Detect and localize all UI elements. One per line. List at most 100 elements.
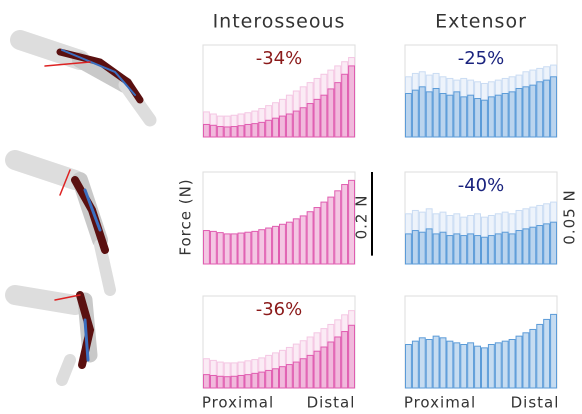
bar <box>285 221 293 265</box>
bar <box>285 113 293 138</box>
bar <box>501 93 509 138</box>
bar <box>265 369 273 389</box>
bar <box>244 231 252 265</box>
bar <box>348 65 356 138</box>
bar <box>272 368 280 389</box>
bar <box>418 86 426 138</box>
bar <box>216 375 224 389</box>
bar <box>299 107 307 138</box>
scale-bar-label: 0.2 N <box>353 195 371 240</box>
bar <box>203 374 210 389</box>
bar <box>418 231 426 265</box>
bar <box>223 233 231 265</box>
x-label: Proximal <box>404 394 476 412</box>
bar <box>341 73 349 138</box>
bar <box>418 337 426 389</box>
bar <box>508 91 516 138</box>
column-title: Interosseous <box>213 11 346 33</box>
bar <box>237 232 245 265</box>
bar <box>446 235 454 265</box>
bar <box>487 344 495 389</box>
bar <box>501 231 509 265</box>
column-title: Extensor <box>435 11 527 33</box>
bar <box>536 323 544 389</box>
bar <box>467 342 475 389</box>
bar <box>223 376 231 389</box>
bar <box>411 89 419 138</box>
bar <box>460 96 468 138</box>
bar <box>251 123 259 138</box>
bar <box>425 228 433 265</box>
bar <box>522 332 530 389</box>
bar <box>425 91 433 138</box>
bar <box>474 235 482 265</box>
bar <box>411 230 419 265</box>
x-label: Distal <box>307 394 356 412</box>
bar <box>209 124 217 138</box>
bar <box>474 98 482 138</box>
bar <box>432 233 440 265</box>
bar <box>216 232 224 265</box>
bar <box>543 223 551 265</box>
bar <box>550 313 557 389</box>
bar <box>536 81 544 138</box>
bar <box>460 235 468 265</box>
bar <box>341 184 349 265</box>
annotation: -40% <box>458 175 505 196</box>
bar <box>411 340 419 389</box>
bar <box>529 84 537 138</box>
bar <box>543 318 551 389</box>
finger-illustrations <box>5 30 157 386</box>
bar <box>425 338 433 389</box>
annotation: -34% <box>256 48 303 69</box>
bar <box>209 230 217 265</box>
bar <box>439 337 447 389</box>
bar <box>203 123 210 138</box>
bar <box>237 374 245 389</box>
bar <box>334 82 342 138</box>
bar <box>334 190 342 265</box>
bar <box>543 79 551 138</box>
bar <box>230 375 238 389</box>
bar <box>279 366 286 389</box>
bar <box>306 354 314 389</box>
bar <box>439 231 447 265</box>
bar <box>550 221 557 265</box>
bar <box>453 342 461 389</box>
bar <box>453 91 461 138</box>
bar <box>515 335 523 389</box>
bar <box>515 230 523 265</box>
bar <box>327 341 335 389</box>
bar <box>501 340 509 389</box>
bar <box>313 98 321 138</box>
bar <box>313 207 321 265</box>
bar <box>258 229 266 265</box>
bar <box>292 110 300 138</box>
bar <box>494 94 502 138</box>
bar <box>251 372 259 389</box>
bar <box>494 233 502 265</box>
bar <box>334 336 342 389</box>
bar <box>292 218 300 265</box>
bar <box>481 99 488 138</box>
bar <box>237 125 245 138</box>
bar <box>265 119 273 138</box>
bar <box>272 225 280 265</box>
bar <box>313 350 321 389</box>
bar <box>508 233 516 265</box>
bar <box>460 344 468 389</box>
x-label: Distal <box>511 394 560 412</box>
annotation: -25% <box>458 48 505 69</box>
scale-label: 0.05 N <box>561 189 579 244</box>
bar <box>251 230 259 265</box>
finger-pose-2 <box>5 150 116 296</box>
bar <box>244 374 252 389</box>
bar <box>487 235 495 265</box>
bar <box>522 228 530 265</box>
bar <box>348 324 356 389</box>
bar <box>223 126 231 138</box>
finger-pose-1 <box>10 30 157 127</box>
bar <box>265 227 273 265</box>
bar <box>405 344 412 389</box>
